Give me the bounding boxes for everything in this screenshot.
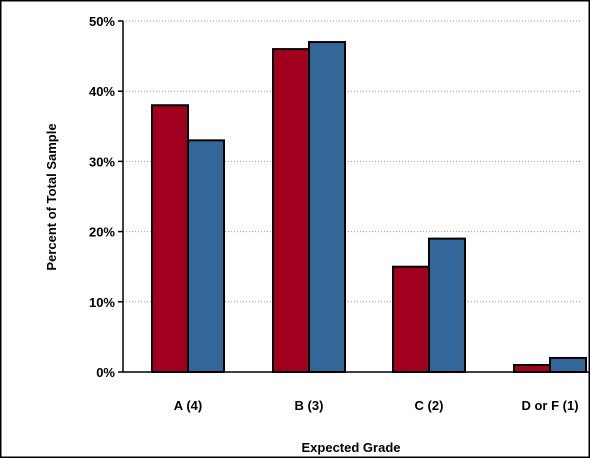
x-axis-title: Expected Grade bbox=[302, 440, 401, 455]
bar-series-2-2 bbox=[308, 41, 346, 374]
x-tick-label: A (4) bbox=[174, 398, 202, 413]
y-tick-label: 0% bbox=[96, 365, 115, 380]
bar-series-2-4 bbox=[549, 356, 587, 373]
bars bbox=[151, 41, 587, 374]
y-axis-title: Percent of Total Sample bbox=[44, 123, 59, 270]
y-tick-label: 50% bbox=[89, 14, 115, 29]
bar-series-1-1 bbox=[151, 104, 189, 374]
bar-series-1-3 bbox=[392, 265, 430, 374]
bar-series-1-4 bbox=[513, 363, 551, 374]
y-tick-label: 20% bbox=[89, 225, 115, 240]
y-tick-label: 40% bbox=[89, 84, 115, 99]
x-tick-label: C (2) bbox=[415, 398, 444, 413]
y-tick-labels: 0% 10% 20% 30% 40% 50% bbox=[89, 14, 123, 380]
bar-series-2-3 bbox=[428, 237, 466, 373]
x-tick-labels: A (4) B (3) C (2) D or F (1) bbox=[174, 398, 579, 413]
bar-series-1-2 bbox=[272, 48, 310, 374]
y-tick-label: 10% bbox=[89, 295, 115, 310]
axes bbox=[122, 21, 590, 373]
y-tick-label: 30% bbox=[89, 154, 115, 169]
x-tick-label: D or F (1) bbox=[521, 398, 578, 413]
gridlines bbox=[123, 20, 580, 303]
x-tick-label: B (3) bbox=[295, 398, 324, 413]
bar-series-2-1 bbox=[187, 139, 225, 373]
